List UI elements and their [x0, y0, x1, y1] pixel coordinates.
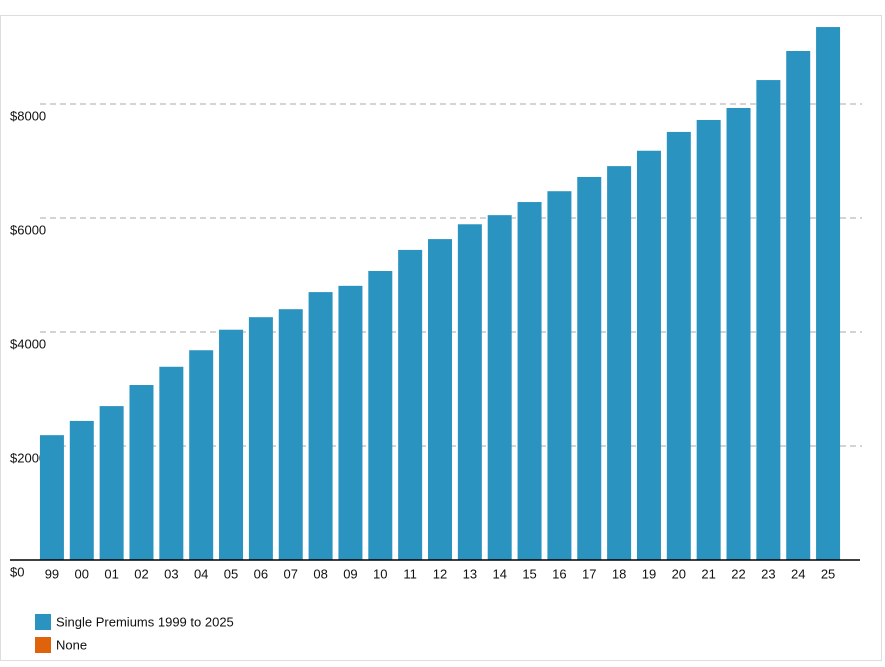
bar — [338, 285, 363, 560]
y-tick-label: $0 — [10, 564, 24, 579]
legend-swatch — [35, 614, 51, 630]
bar — [368, 271, 393, 560]
x-tick-label: 14 — [492, 566, 506, 581]
bar — [607, 166, 632, 560]
x-tick-label: 08 — [313, 566, 327, 581]
bar — [577, 176, 602, 560]
bar — [786, 50, 811, 561]
bar — [666, 131, 691, 560]
x-tick-label: 23 — [761, 566, 775, 581]
x-tick-label: 04 — [194, 566, 208, 581]
x-tick-label: 15 — [522, 566, 536, 581]
y-tick-label: $2000 — [10, 450, 46, 465]
chart-frame — [0, 15, 882, 661]
bar — [487, 215, 512, 560]
x-tick-label: 20 — [672, 566, 686, 581]
legend-label: Single Premiums 1999 to 2025 — [56, 614, 234, 629]
bar — [816, 27, 841, 561]
x-tick-label: 18 — [612, 566, 626, 581]
x-tick-label: 10 — [373, 566, 387, 581]
bar — [428, 239, 452, 560]
x-tick-label: 13 — [463, 566, 477, 581]
bar — [547, 191, 572, 560]
x-tick-label: 11 — [403, 566, 417, 581]
x-tick-label: 02 — [134, 566, 148, 581]
x-tick-label: 99 — [45, 566, 59, 581]
bar — [308, 292, 333, 560]
x-tick-label: 03 — [164, 566, 178, 581]
y-tick-label: $6000 — [10, 222, 46, 237]
bar — [248, 317, 273, 560]
legend-label: None — [56, 637, 87, 652]
x-tick-label: 00 — [75, 566, 89, 581]
bar — [398, 249, 423, 561]
bar — [189, 350, 214, 560]
x-tick-label: 22 — [731, 566, 745, 581]
bar — [756, 80, 781, 560]
x-tick-label: 12 — [433, 566, 447, 581]
x-tick-label: 07 — [284, 566, 298, 581]
bar — [159, 366, 184, 560]
x-tick-label: 25 — [821, 566, 835, 581]
bar — [517, 202, 542, 561]
x-tick-label: 01 — [104, 566, 118, 581]
bar — [636, 150, 661, 561]
x-tick-label: 21 — [701, 566, 715, 581]
bar — [219, 329, 244, 560]
x-tick-label: 05 — [224, 566, 238, 581]
x-tick-label: 17 — [582, 566, 596, 581]
x-tick-label: 06 — [254, 566, 268, 581]
bar — [696, 119, 721, 561]
bar — [99, 406, 124, 560]
bar — [69, 420, 94, 560]
x-tick-label: 09 — [343, 566, 357, 581]
x-tick-label: 19 — [642, 566, 656, 581]
y-tick-label: $8000 — [10, 108, 46, 123]
bar — [726, 107, 751, 561]
x-tick-label: 16 — [552, 566, 566, 581]
bar — [39, 435, 64, 560]
bar — [278, 309, 303, 560]
y-tick-label: $4000 — [10, 336, 46, 351]
bar — [129, 385, 154, 560]
x-tick-label: 24 — [791, 566, 805, 581]
bar — [457, 224, 482, 560]
legend-swatch — [35, 637, 51, 653]
